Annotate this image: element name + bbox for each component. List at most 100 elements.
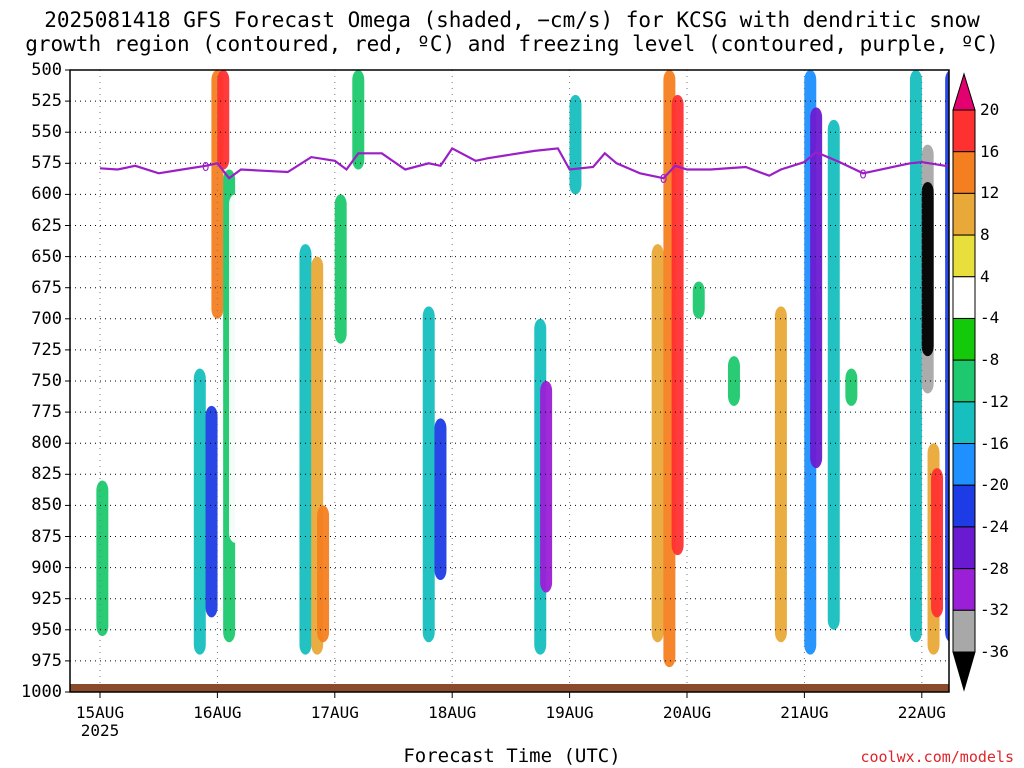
colorbar-swatch <box>952 401 976 445</box>
plot-area: 0 0 0 <box>70 70 949 692</box>
colorbar-tick-label: -20 <box>980 475 1009 495</box>
y-tick-label: 825 <box>31 464 62 485</box>
colorbar-tick-label: 16 <box>980 141 1000 161</box>
colorbar-tick-label: -4 <box>980 308 1000 328</box>
omega-cell <box>651 244 664 643</box>
x-tick-label: 22AUG <box>897 703 946 722</box>
colorbar-tick-label: 8 <box>980 225 990 245</box>
omega-cell <box>909 70 922 643</box>
y-tick-label: 800 <box>31 433 62 454</box>
y-tick-label: 875 <box>31 526 62 547</box>
y-tick-label: 750 <box>31 371 62 391</box>
colorbar-tick-label: -24 <box>980 516 1009 536</box>
x-tick-label: 20AUG <box>662 703 712 722</box>
colorbar-tick-label: -36 <box>980 642 1009 661</box>
omega-cell <box>446 70 459 145</box>
colorbar-swatch <box>952 568 976 611</box>
ground-strip <box>70 684 949 692</box>
x-axis-label: Forecast Time (UTC) <box>403 745 621 767</box>
y-tick-label: 550 <box>31 122 62 143</box>
omega-cell <box>845 368 858 406</box>
y-tick-label: 600 <box>31 184 62 205</box>
colorbar-tick-label: 12 <box>980 183 1000 203</box>
x-tick-label: 18AUG <box>428 703 477 722</box>
omega-cell <box>132 318 145 375</box>
y-tick-label: 725 <box>31 339 62 360</box>
colorbar-swatch <box>952 526 976 570</box>
colorbar-tick-label: -8 <box>980 350 1000 370</box>
omega-cell <box>252 343 265 593</box>
omega-cell <box>592 70 605 158</box>
colorbar-swatch <box>952 609 976 653</box>
chart-title-line-1: 2025081418 GFS Forecast Omega (shaded, −… <box>44 8 980 32</box>
colorbar-bottom-arrow <box>952 651 976 692</box>
omega-cell <box>240 244 253 294</box>
freezing-level-label: 0 <box>202 160 210 174</box>
omega-cell <box>810 107 823 469</box>
y-tick-label: 775 <box>31 402 62 423</box>
omega-cell <box>671 94 684 556</box>
colorbar-top-arrow <box>952 72 976 111</box>
omega-cell <box>921 181 934 357</box>
omega-cell <box>931 468 944 618</box>
colorbar-swatch <box>952 484 976 528</box>
colorbar-swatch <box>952 109 976 153</box>
omega-cell <box>945 70 949 642</box>
y-tick-label: 975 <box>31 650 62 671</box>
colorbar-tick-label: -12 <box>980 391 1009 411</box>
omega-cell <box>692 281 705 319</box>
colorbar-swatch <box>952 192 976 236</box>
colorbar-swatch <box>952 443 976 486</box>
y-tick-label: 950 <box>31 619 62 640</box>
freezing-level-label: 0 <box>859 167 867 181</box>
y-tick-label: 675 <box>31 277 62 298</box>
credit-link[interactable]: coolwx.com/models <box>860 748 1014 766</box>
omega-cell <box>352 70 365 170</box>
y-tick-label: 925 <box>31 588 62 609</box>
colorbar-tick-label: 4 <box>980 266 990 286</box>
y-tick-label: 1000 <box>21 682 62 702</box>
y-tick-label: 525 <box>31 91 62 112</box>
colorbar-swatch <box>952 317 976 361</box>
x-tick-label: 16AUG <box>193 703 242 722</box>
x-tick-label: 19AUG <box>545 703 594 722</box>
omega-cell <box>317 505 330 643</box>
x-tick-year-label: 2025 <box>80 721 120 740</box>
y-tick-label: 850 <box>31 495 62 516</box>
omega-cell <box>422 306 435 643</box>
omega-cell <box>334 194 347 344</box>
y-tick-label: 900 <box>31 557 62 578</box>
omega-cell <box>827 119 840 630</box>
colorbar-tick-label: -16 <box>980 433 1009 453</box>
omega-cell <box>132 381 145 437</box>
y-tick-label: 575 <box>31 153 62 174</box>
omega-cell <box>96 480 109 637</box>
omega-cell <box>193 368 206 655</box>
omega-cell <box>205 405 218 618</box>
freezing-level-line <box>99 146 949 180</box>
omega-cell <box>727 356 740 406</box>
omega-cell <box>786 70 799 164</box>
colorbar-swatch <box>952 359 976 403</box>
omega-cell <box>217 70 230 170</box>
x-tick-label: 17AUG <box>310 703 359 722</box>
omega-cell <box>481 219 494 394</box>
x-tick-label: 21AUG <box>780 703 829 722</box>
omega-cell <box>229 194 242 543</box>
omega-cell <box>299 244 312 655</box>
colorbar-swatch <box>952 276 976 319</box>
chart-title-line-2: growth region (contoured, red, ºC) and f… <box>25 32 999 56</box>
y-tick-label: 700 <box>31 308 62 329</box>
omega-cell <box>557 206 570 381</box>
x-tick-label: 15AUG <box>75 703 125 722</box>
colorbar-swatch <box>952 234 976 278</box>
y-tick-label: 500 <box>31 60 62 80</box>
colorbar-swatch <box>952 151 976 194</box>
omega-cell <box>540 381 553 593</box>
colorbar-tick-label: -28 <box>980 558 1009 578</box>
freezing-level-label: 0 <box>660 172 668 186</box>
y-tick-label: 650 <box>31 246 62 267</box>
omega-cell <box>434 418 447 581</box>
omega-cell <box>569 94 582 195</box>
